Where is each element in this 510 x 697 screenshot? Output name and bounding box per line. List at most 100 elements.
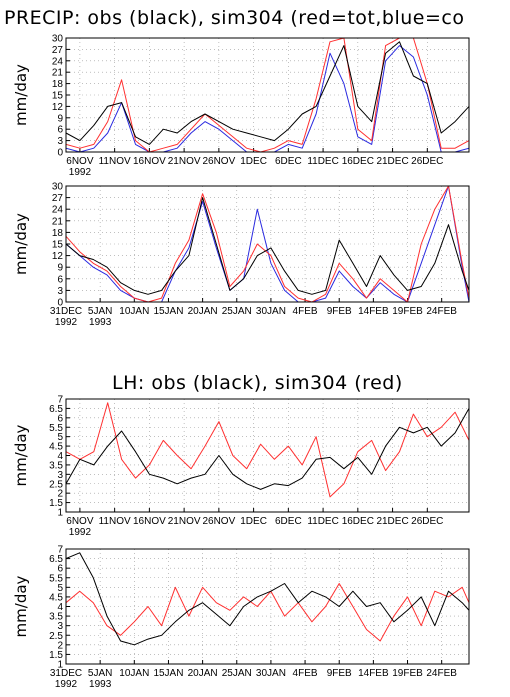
- y-tick-label: 3.5: [49, 612, 63, 623]
- y-tick-label: 4.5: [49, 442, 63, 453]
- y-tick-label: 2: [57, 640, 63, 651]
- x-year-label: 1993: [89, 679, 112, 690]
- plot-frame: [65, 37, 470, 153]
- y-tick-label: 7: [57, 395, 63, 406]
- y-tick-label: 4.5: [49, 592, 63, 603]
- y-tick-label: 4: [57, 451, 63, 462]
- y-tick-label: 3: [57, 136, 63, 147]
- x-tick-label: 16NOV: [133, 156, 166, 167]
- x-tick-label: 4FEB: [293, 668, 318, 679]
- y-axis-label: mm/day: [12, 424, 30, 486]
- x-tick-label: 21DEC: [376, 516, 408, 527]
- x-year-label: 1992: [69, 527, 92, 538]
- y-tick-label: 27: [52, 45, 64, 56]
- x-tick-label: 21NOV: [168, 156, 201, 167]
- lh-jan-feb-chart: 11.522.533.544.555.566.57 31DEC 5JAN 10JAN 1…: [12, 545, 470, 690]
- x-tick-label: 21DEC: [376, 156, 408, 167]
- x-tick-label: 10JAN: [119, 306, 149, 317]
- series-line-sim304-red-: [66, 402, 469, 498]
- y-tick-label: 3.5: [49, 460, 63, 471]
- plot-frame: [65, 185, 470, 303]
- y-tick-label: 9: [57, 263, 63, 274]
- x-tick-label: 9FEB: [327, 668, 352, 679]
- series-line-obs: [66, 408, 469, 490]
- y-tick-label: 21: [52, 216, 64, 227]
- x-tick-label: 20JAN: [188, 668, 218, 679]
- lh-title: LH: obs (black), sim304 (red): [112, 372, 403, 394]
- x-tick-label: 11NOV: [99, 516, 131, 527]
- x-tick-label: 5JAN: [88, 668, 112, 679]
- x-tick-label: 14FEB: [358, 668, 389, 679]
- y-tick-label: 4: [57, 602, 63, 613]
- x-tick-label: 6NOV: [66, 516, 94, 527]
- y-tick-label: 3: [57, 286, 63, 297]
- y-tick-label: 5.5: [49, 573, 63, 584]
- x-tick-label: 16NOV: [133, 516, 166, 527]
- x-tick-label: 26NOV: [202, 156, 235, 167]
- x-year-label: 1992: [69, 167, 92, 178]
- x-tick-label: 26NOV: [202, 516, 235, 527]
- x-tick-label: 15JAN: [153, 668, 183, 679]
- x-tick-label: 24FEB: [426, 306, 457, 317]
- y-tick-label: 6: [57, 564, 63, 575]
- x-tick-label: 26DEC: [411, 156, 443, 167]
- y-tick-label: 3: [57, 621, 63, 632]
- x-year-label: 1993: [89, 317, 112, 328]
- y-tick-label: 30: [52, 182, 64, 193]
- y-tick-label: 6: [57, 125, 63, 136]
- series-line-obs: [66, 552, 469, 646]
- x-tick-label: 15JAN: [153, 306, 183, 317]
- x-tick-label: 6DEC: [275, 516, 302, 527]
- x-tick-label: 31DEC: [50, 668, 82, 679]
- y-tick-label: 24: [52, 205, 64, 216]
- y-tick-label: 1.5: [49, 498, 63, 509]
- x-tick-label: 6NOV: [66, 156, 94, 167]
- y-tick-label: 0: [57, 298, 63, 309]
- x-tick-label: 30JAN: [256, 668, 286, 679]
- y-tick-label: 21: [52, 68, 64, 79]
- x-tick-label: 5JAN: [88, 306, 112, 317]
- y-tick-label: 30: [52, 34, 64, 45]
- y-tick-label: 6: [57, 413, 63, 424]
- series-line-red-tot: [66, 186, 469, 302]
- x-tick-label: 14FEB: [358, 306, 389, 317]
- x-year-label: 1992: [55, 679, 78, 690]
- y-tick-label: 5: [57, 432, 63, 443]
- x-year-label: 1992: [55, 317, 78, 328]
- y-tick-label: 2.5: [49, 631, 63, 642]
- y-tick-label: 5: [57, 583, 63, 594]
- x-tick-label: 19FEB: [392, 306, 423, 317]
- y-tick-label: 15: [52, 91, 64, 102]
- precip-title: PRECIP: obs (black), sim304 (red=tot,blu…: [4, 7, 464, 29]
- x-tick-label: 10JAN: [119, 668, 149, 679]
- x-tick-label: 24FEB: [426, 668, 457, 679]
- y-tick-label: 0: [57, 148, 63, 159]
- x-tick-label: 26DEC: [411, 516, 443, 527]
- y-tick-label: 15: [52, 240, 64, 251]
- plot-frame: [65, 398, 470, 513]
- x-tick-label: 11DEC: [307, 156, 339, 167]
- y-tick-label: 12: [52, 251, 64, 262]
- y-tick-label: 6.5: [49, 554, 63, 565]
- y-tick-label: 7: [57, 545, 63, 556]
- x-tick-label: 16DEC: [342, 516, 374, 527]
- y-tick-label: 27: [52, 193, 64, 204]
- x-tick-label: 1DEC: [240, 516, 267, 527]
- y-axis-label: mm/day: [12, 64, 30, 126]
- y-tick-label: 18: [52, 79, 64, 90]
- x-tick-label: 19FEB: [392, 668, 423, 679]
- x-tick-label: 16DEC: [342, 156, 374, 167]
- x-tick-label: 9FEB: [327, 306, 352, 317]
- y-axis-label: mm/day: [12, 213, 30, 275]
- x-tick-label: 11DEC: [307, 516, 339, 527]
- series-line-obs: [66, 197, 469, 295]
- y-tick-label: 2: [57, 489, 63, 500]
- y-tick-label: 5.5: [49, 423, 63, 434]
- x-tick-label: 1DEC: [240, 156, 267, 167]
- y-tick-label: 1: [57, 660, 63, 671]
- x-tick-label: 6DEC: [275, 156, 302, 167]
- y-tick-label: 2.5: [49, 479, 63, 490]
